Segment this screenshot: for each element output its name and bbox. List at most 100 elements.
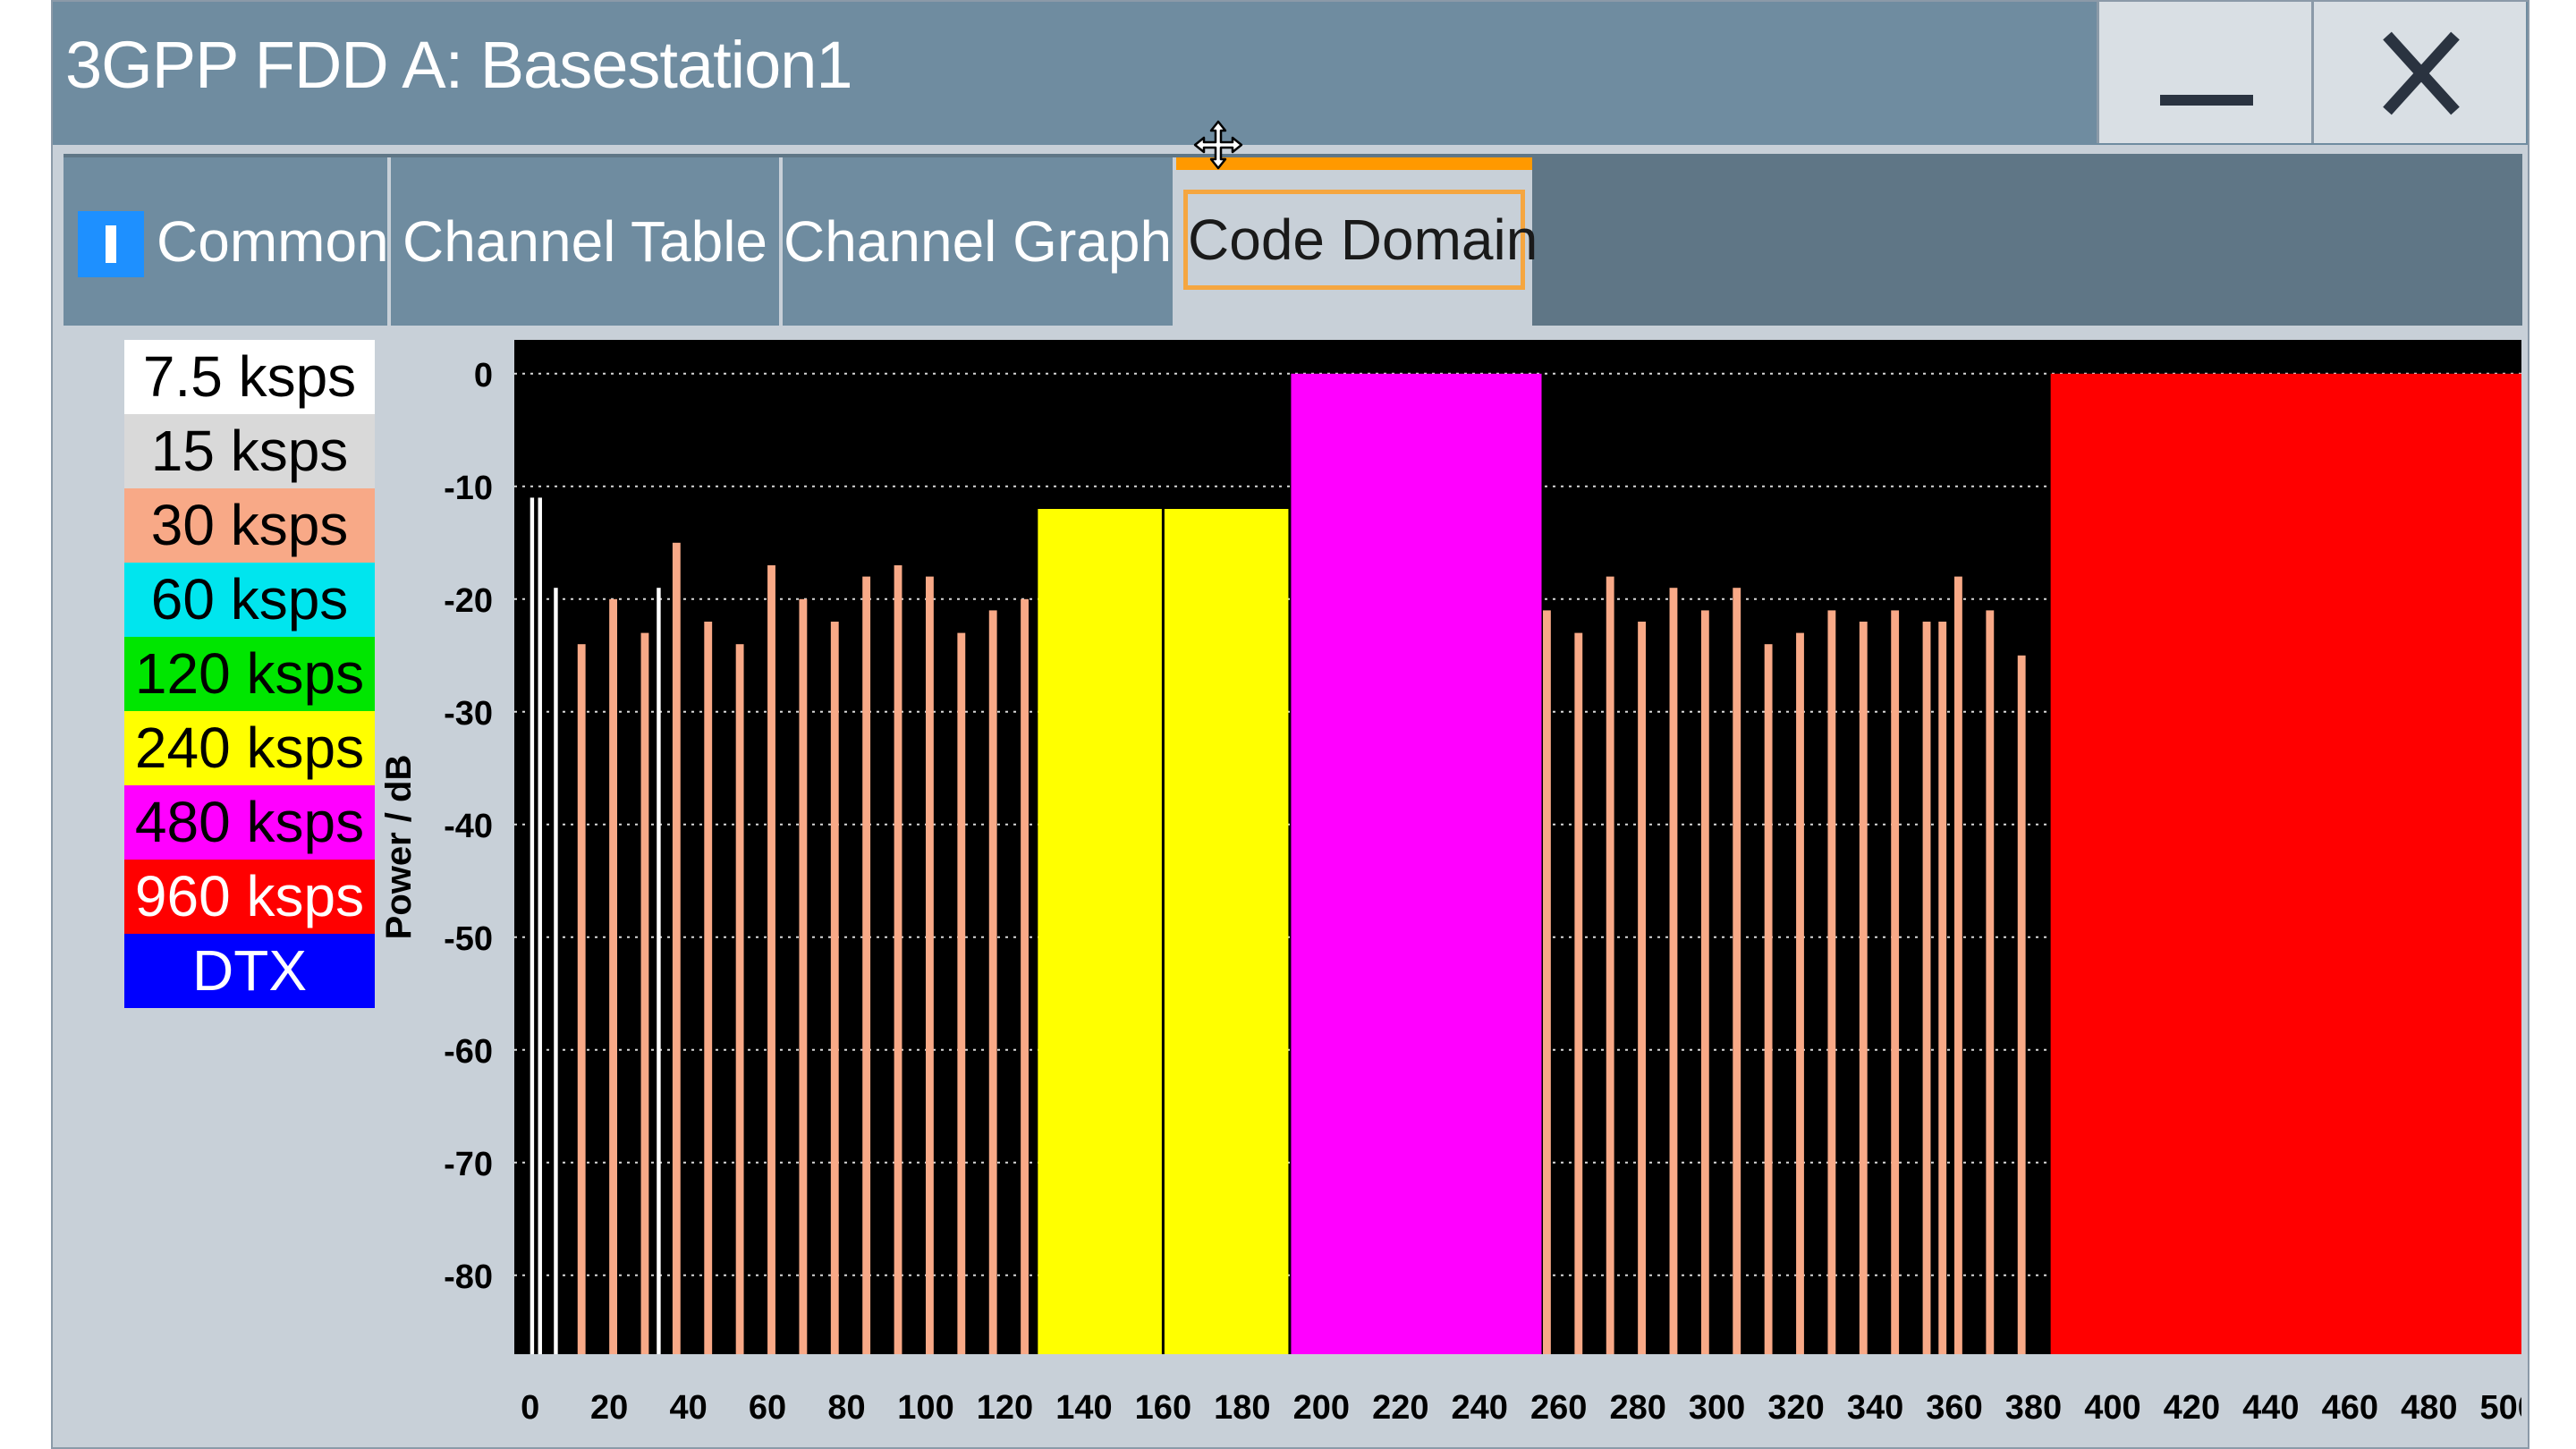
bar [657, 588, 661, 1354]
x-tick-label: 440 [2242, 1389, 2299, 1427]
legend-item-dtx: DTX [124, 934, 375, 1008]
x-tick-label: 240 [1452, 1389, 1508, 1427]
bar [1638, 622, 1646, 1354]
tab-indicator-icon [78, 211, 144, 277]
x-tick-label: 340 [1847, 1389, 1903, 1427]
x-tick-label: 220 [1372, 1389, 1428, 1427]
bar [1859, 622, 1868, 1354]
tab-label: Code Domain [1183, 190, 1538, 290]
x-tick-label: 460 [2322, 1389, 2378, 1427]
bar [862, 576, 871, 1354]
legend-item-15-ksps: 15 ksps [124, 414, 375, 488]
x-tick-label: 480 [2401, 1389, 2457, 1427]
bar [830, 622, 839, 1354]
x-tick-label: 360 [1926, 1389, 1982, 1427]
bar [640, 632, 649, 1354]
bar [1986, 610, 1995, 1354]
y-tick-label: -80 [444, 1258, 493, 1296]
bar [554, 588, 558, 1354]
x-tick-label: 260 [1530, 1389, 1587, 1427]
bar [609, 598, 617, 1354]
dialog-window: 3GPP FDD A: Basestation1 Common Channel … [51, 0, 2529, 1449]
bar [1954, 576, 1962, 1354]
x-tick-label: 400 [2084, 1389, 2140, 1427]
bar [799, 598, 808, 1354]
bar [1700, 610, 1709, 1354]
tab-label: Common [157, 209, 389, 274]
bar [1796, 632, 1804, 1354]
x-tick-label: 20 [590, 1389, 628, 1427]
bar [530, 497, 535, 1354]
legend-item-120-ksps: 120 ksps [124, 637, 375, 711]
bar [988, 610, 997, 1354]
x-tick-label: 120 [977, 1389, 1033, 1427]
bar [1827, 610, 1836, 1354]
bar [926, 576, 934, 1354]
bar [1764, 644, 1773, 1354]
tab-channel-graph[interactable]: Channel Graph [783, 157, 1176, 326]
y-tick-label: -40 [444, 808, 493, 845]
x-tick-label: 80 [827, 1389, 865, 1427]
bar [1938, 622, 1947, 1354]
legend-item-60-ksps: 60 ksps [124, 563, 375, 637]
x-tick-label: 100 [897, 1389, 953, 1427]
code-domain-chart: 0 -10 -20 -30 -40 -50 -60 -70 -80 0 20 40 60 80 100 12… [379, 340, 2521, 1427]
close-button[interactable] [2311, 2, 2526, 143]
y-tick-label: -10 [444, 470, 493, 507]
bar [2050, 373, 2521, 1354]
bar [1733, 588, 1741, 1354]
y-axis-label: Power / dB [379, 755, 419, 940]
bar [1606, 576, 1614, 1354]
bar [672, 542, 681, 1354]
symbol-rate-legend: 7.5 ksps 15 ksps 30 ksps 60 ksps 120 ksp… [124, 340, 375, 1008]
bar [1669, 588, 1678, 1354]
y-tick-label: -50 [444, 920, 493, 958]
tab-code-domain[interactable]: Code Domain [1176, 157, 1538, 326]
bar [1291, 373, 1542, 1354]
tab-bar: Common Channel Table Channel Graph Code … [64, 154, 2522, 326]
x-tick-label: 60 [749, 1389, 786, 1427]
x-tick-label: 140 [1055, 1389, 1112, 1427]
bar [1164, 509, 1289, 1354]
tab-channel-table[interactable]: Channel Table [391, 157, 783, 326]
tab-label: Channel Table [402, 209, 768, 274]
y-tick-label: -30 [444, 695, 493, 733]
bar [1922, 622, 1931, 1354]
bar [1543, 610, 1551, 1354]
y-tick-label: 0 [474, 357, 493, 394]
y-axis-ticks: 0 -10 -20 -30 -40 -50 -60 -70 -80 [444, 357, 493, 1296]
y-tick-label: -60 [444, 1033, 493, 1071]
bar [1891, 610, 1900, 1354]
legend-item-480-ksps: 480 ksps [124, 785, 375, 860]
x-axis-ticks: 0 20 40 60 80 100 120 140 160 180 200 220 240 260 280 3… [521, 1389, 2521, 1427]
bar [2017, 655, 2026, 1354]
bars [530, 373, 2521, 1354]
window-title: 3GPP FDD A: Basestation1 [65, 28, 853, 102]
bar [704, 622, 713, 1354]
x-tick-label: 280 [1609, 1389, 1665, 1427]
x-tick-label: 380 [2005, 1389, 2062, 1427]
bar [1574, 632, 1583, 1354]
move-icon[interactable] [1193, 120, 1243, 170]
x-tick-label: 320 [1767, 1389, 1824, 1427]
bar [1021, 598, 1029, 1354]
x-tick-label: 500 [2480, 1389, 2521, 1427]
x-tick-label: 40 [669, 1389, 707, 1427]
title-bar[interactable]: 3GPP FDD A: Basestation1 [53, 2, 2528, 145]
tab-label: Channel Graph [783, 209, 1173, 274]
x-tick-label: 180 [1214, 1389, 1270, 1427]
y-tick-label: -70 [444, 1146, 493, 1183]
minimize-button[interactable] [2097, 2, 2311, 143]
x-tick-label: 300 [1689, 1389, 1745, 1427]
bar [957, 632, 966, 1354]
bar [577, 644, 586, 1354]
bar [1038, 509, 1162, 1354]
legend-item-30-ksps: 30 ksps [124, 488, 375, 563]
bar [767, 565, 775, 1354]
tab-common[interactable]: Common [64, 157, 391, 326]
x-tick-label: 200 [1293, 1389, 1350, 1427]
x-tick-label: 420 [2164, 1389, 2220, 1427]
y-tick-label: -20 [444, 582, 493, 620]
x-tick-label: 160 [1135, 1389, 1191, 1427]
close-icon [2383, 31, 2460, 115]
